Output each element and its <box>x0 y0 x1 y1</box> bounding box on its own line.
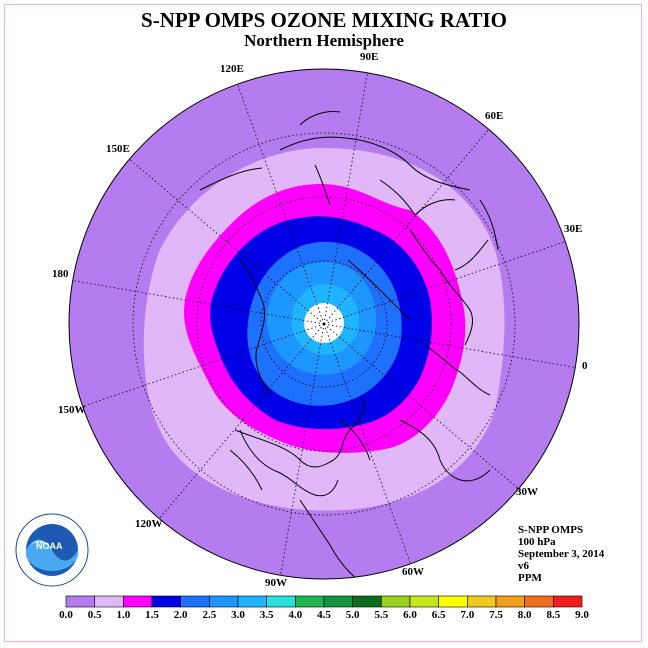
colorbar-swatch <box>495 595 525 608</box>
globe-outline <box>68 68 580 580</box>
colorbar-tick-label: 1.0 <box>116 609 131 621</box>
colorbar-tick-label: 5.0 <box>345 609 360 621</box>
lon-label-90w: 90W <box>265 577 287 589</box>
colorbar-swatch <box>381 595 411 608</box>
lon-label-150w: 150W <box>58 404 86 416</box>
graticule <box>69 69 579 579</box>
info-block: S-NPP OMPS 100 hPa September 3, 2014 v6 … <box>518 524 604 584</box>
info-version: v6 <box>518 560 529 572</box>
info-unit: PPM <box>518 572 542 584</box>
page-title: S-NPP OMPS OZONE MIXING RATIO <box>141 8 507 32</box>
colorbar-swatch <box>237 595 267 608</box>
colorbar-tick-label: 2.5 <box>202 609 217 621</box>
colorbar-tick-label: 7.5 <box>489 609 503 621</box>
colorbar-tick-label: 9.0 <box>575 609 589 621</box>
colorbar-tick-label: 4.0 <box>288 609 303 621</box>
plot-frame <box>4 4 642 642</box>
colorbar-tick-label: 1.5 <box>145 609 159 621</box>
page-subtitle: Northern Hemisphere <box>244 31 404 50</box>
colorbar-tick-label: 0.5 <box>87 609 102 621</box>
colorbar-swatch <box>266 595 296 608</box>
colorbar-swatch <box>438 595 468 608</box>
colorbar <box>65 595 583 608</box>
lon-label-60w: 60W <box>402 566 424 578</box>
colorbar-swatch <box>323 595 353 608</box>
colorbar-swatch <box>209 595 239 608</box>
colorbar-tick-label: 3.0 <box>231 609 245 621</box>
logo-label: NOAA <box>36 541 63 551</box>
lon-label-60e: 60E <box>485 110 504 122</box>
colorbar-swatch <box>524 595 554 608</box>
colorbar-swatch <box>409 595 439 608</box>
colorbar-tick-label: 5.5 <box>374 609 389 621</box>
coastlines <box>199 111 499 579</box>
colorbar-swatch <box>123 595 153 608</box>
lon-label-30w: 30W <box>516 486 538 498</box>
colorbar-tick-label: 4.5 <box>317 609 331 621</box>
info-level: 100 hPa <box>518 536 556 548</box>
lon-label-120w: 120W <box>135 518 163 530</box>
info-date: September 3, 2014 <box>518 548 605 560</box>
colorbar-swatch <box>553 595 583 608</box>
colorbar-swatch <box>180 595 210 608</box>
lon-label-30e: 30E <box>564 223 583 235</box>
lon-label-150e: 150E <box>106 143 130 155</box>
colorbar-tick-label: 2.0 <box>173 609 188 621</box>
colorbar-tick-label: 0.0 <box>59 609 73 621</box>
colorbar-swatch <box>295 595 325 608</box>
colorbar-swatch <box>151 595 181 608</box>
colorbar-swatch <box>65 595 95 608</box>
colorbar-swatch <box>467 595 497 608</box>
ozone-field <box>69 69 579 579</box>
lon-label-0: 0 <box>582 360 588 372</box>
info-instrument: S-NPP OMPS <box>518 524 584 536</box>
colorbar-tick-label: 6.5 <box>431 609 446 621</box>
colorbar-tick-label: 8.0 <box>517 609 532 621</box>
colorbar-swatch <box>352 595 382 608</box>
lon-label-180: 180 <box>52 268 69 280</box>
noaa-logo <box>15 513 89 587</box>
colorbar-tick-label: 3.5 <box>259 609 274 621</box>
lon-label-90e: 90E <box>360 51 379 63</box>
colorbar-swatch <box>94 595 124 608</box>
colorbar-tick-label: 7.0 <box>460 609 475 621</box>
colorbar-tick-label: 6.0 <box>403 609 417 621</box>
lon-label-120e: 120E <box>220 63 244 75</box>
colorbar-tick-label: 8.5 <box>546 609 561 621</box>
